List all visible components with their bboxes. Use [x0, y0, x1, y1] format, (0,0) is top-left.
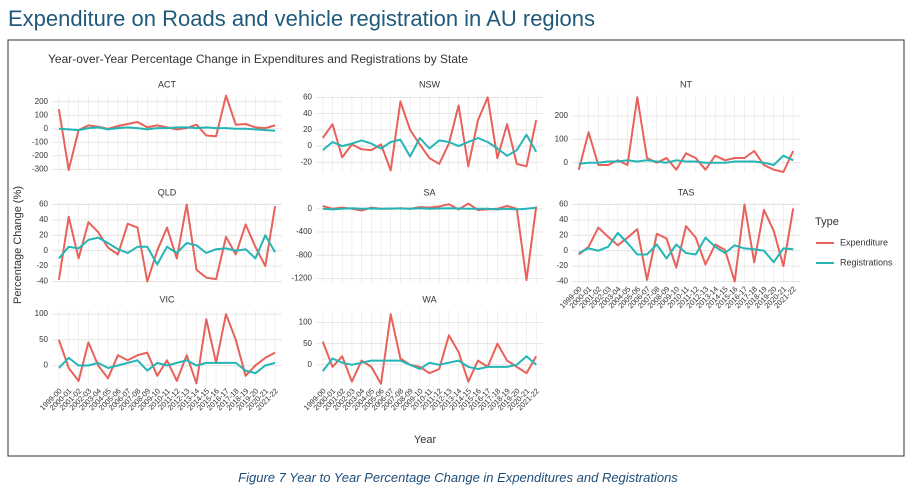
page-heading: Expenditure on Roads and vehicle registr… — [8, 6, 596, 31]
y-tick-label: 40 — [303, 109, 312, 118]
facet-title: SA — [423, 187, 435, 197]
y-tick-label: 200 — [35, 97, 49, 106]
x-axis-label: Year — [414, 434, 437, 446]
y-tick-label: -40 — [36, 277, 48, 286]
series-line — [321, 96, 538, 172]
facet-title: WA — [422, 294, 436, 304]
series-line — [58, 356, 276, 375]
y-tick-label: -300 — [32, 164, 49, 173]
series-line — [322, 133, 538, 158]
series-line — [58, 234, 276, 266]
series-line — [57, 203, 277, 283]
facet-title: TAS — [678, 187, 695, 197]
y-tick-label: 0 — [564, 246, 569, 255]
y-tick-label: 0 — [308, 141, 313, 150]
facet-title: NSW — [419, 79, 441, 89]
caption: Figure 7 Year to Year Percentage Change … — [238, 470, 678, 485]
y-tick-label: 100 — [555, 134, 569, 143]
y-tick-label: -20 — [36, 261, 48, 270]
y-tick-label: 20 — [303, 125, 312, 134]
facet-title: QLD — [158, 187, 177, 197]
y-tick-label: 60 — [559, 200, 568, 209]
y-tick-label: 0 — [308, 360, 313, 369]
y-tick-label: 0 — [44, 246, 49, 255]
y-tick-label: -400 — [296, 227, 313, 236]
y-tick-label: 0 — [44, 361, 49, 370]
y-tick-label: 60 — [303, 93, 312, 102]
series-line — [578, 154, 794, 166]
legend-label: Registrations — [840, 257, 893, 267]
legend-label: Expenditure — [840, 237, 888, 247]
y-tick-label: 100 — [35, 309, 49, 318]
y-tick-label: 40 — [559, 215, 568, 224]
legend-title: Type — [815, 216, 839, 228]
y-tick-label: 0 — [44, 124, 49, 133]
y-tick-label: 100 — [35, 110, 49, 119]
y-tick-label: -20 — [556, 261, 568, 270]
y-tick-label: -1200 — [292, 273, 313, 282]
y-tick-label: 50 — [303, 339, 312, 348]
series-line — [321, 313, 538, 385]
y-tick-label: 60 — [39, 200, 48, 209]
series-line — [322, 206, 537, 211]
y-tick-label: 50 — [39, 335, 48, 344]
chart-title: Year-over-Year Percentage Change in Expe… — [48, 52, 468, 66]
y-axis-label: Percentage Change (%) — [12, 186, 24, 304]
y-tick-label: 20 — [39, 230, 48, 239]
y-tick-label: 40 — [39, 215, 48, 224]
y-tick-label: -40 — [556, 277, 568, 286]
y-tick-label: 200 — [555, 111, 569, 120]
y-tick-label: 20 — [559, 230, 568, 239]
figure-frame — [7, 39, 905, 457]
y-tick-label: 0 — [564, 158, 569, 167]
series-line — [578, 232, 794, 264]
y-tick-label: 0 — [308, 204, 313, 213]
series-line — [57, 313, 276, 385]
series-line — [322, 202, 538, 282]
facet-title: NT — [680, 79, 692, 89]
series-line — [58, 126, 276, 132]
series-line — [322, 355, 537, 372]
series-line — [578, 203, 795, 283]
y-tick-label: 100 — [299, 318, 313, 327]
y-tick-label: -200 — [32, 151, 49, 160]
y-tick-label: -800 — [296, 250, 313, 259]
y-tick-label: -100 — [32, 137, 49, 146]
facet-title: ACT — [158, 79, 177, 89]
facet-title: VIC — [159, 294, 175, 304]
y-tick-label: -20 — [300, 157, 312, 166]
